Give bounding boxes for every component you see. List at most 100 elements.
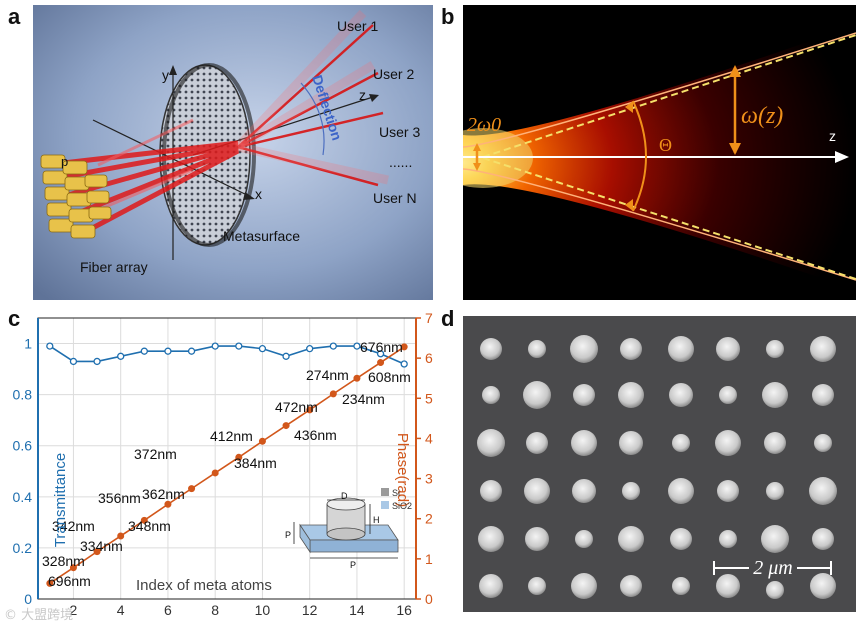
deflection-arc	[300, 82, 325, 156]
y-left-tick-label: 0.8	[13, 387, 33, 403]
y-right-tick-label: 7	[425, 310, 433, 326]
size-annotation: 334nm	[80, 538, 123, 554]
user-label-1: User 1	[337, 18, 378, 34]
x-tick-label: 4	[117, 602, 125, 618]
phase-point	[140, 516, 148, 524]
nanopillar	[716, 337, 740, 361]
nanopillar	[670, 528, 692, 550]
y-left-tick-label: 0.4	[13, 489, 33, 505]
panel-b-gaussian-beam: z 2ω0 ω(z) Θ	[463, 5, 856, 300]
nanopillar	[618, 526, 644, 552]
transmittance-point	[211, 342, 219, 350]
size-annotation: 328nm	[42, 553, 85, 569]
size-annotation: 676nm	[360, 339, 403, 355]
x-tick-label: 16	[396, 602, 412, 618]
divergence-angle-arc	[632, 100, 647, 212]
size-annotation: 412nm	[210, 428, 253, 444]
y-left-tick-label: 1	[24, 336, 32, 352]
nanopillar	[620, 575, 642, 597]
transmittance-point	[187, 347, 196, 355]
size-annotation: 362nm	[142, 486, 185, 502]
nanopillar	[717, 480, 739, 502]
transmittance-point	[93, 357, 101, 366]
nanopillar	[526, 432, 548, 454]
phase-point	[400, 343, 408, 351]
transmittance-point	[376, 350, 385, 358]
x-tick-label: 8	[211, 602, 219, 618]
beam-envelope-top	[463, 32, 856, 148]
nanopillar	[719, 530, 737, 548]
inset-legend-sio2: SiO2	[392, 501, 412, 511]
phase-point	[282, 422, 290, 430]
y-right-tick-label: 4	[425, 430, 433, 446]
nanopillar	[669, 383, 693, 407]
x-axis-label: Index of meta atoms	[136, 577, 272, 594]
waist-label: 2ω0	[467, 114, 501, 136]
phase-point	[235, 453, 243, 461]
transmittance-point	[69, 357, 78, 366]
size-annotation: 348nm	[128, 518, 171, 534]
nanopillar	[622, 482, 640, 500]
x-tick-label: 6	[164, 602, 172, 618]
panel-d-sem-image: 2 μm	[463, 316, 856, 612]
panel-label-c: c	[8, 306, 21, 331]
beam-width-label: ω(z)	[741, 103, 783, 129]
size-annotation: 372nm	[134, 446, 177, 462]
x-tick-label: 2	[70, 602, 78, 618]
axis-y-label: y	[162, 67, 169, 83]
nanopillar	[764, 432, 786, 454]
nanopillar	[619, 431, 643, 455]
y-left-axis-label: Transmittance	[52, 453, 69, 547]
size-annotation: 608nm	[368, 369, 411, 385]
nanopillar	[482, 386, 500, 404]
phase-point	[117, 532, 125, 540]
nanopillar	[761, 525, 789, 553]
nanopillar	[524, 478, 550, 504]
nanopillar	[478, 526, 504, 552]
nanopillar	[766, 581, 784, 599]
nanopillar	[672, 577, 690, 595]
phase-point	[69, 564, 77, 572]
nanopillar	[719, 386, 737, 404]
fiber-array-label: Fiber array	[80, 259, 148, 275]
axis-z-label-b: z	[829, 128, 836, 144]
phase-point	[258, 437, 266, 445]
y-right-tick-label: 3	[425, 471, 433, 487]
nanopillar	[812, 384, 834, 406]
nanopillar	[810, 573, 836, 599]
transmittance-point	[282, 352, 290, 360]
nanopillar	[477, 429, 505, 457]
y-left-tick-label: 0.6	[13, 438, 33, 454]
pitch-label: p	[61, 154, 68, 169]
size-annotation: 234nm	[342, 391, 385, 407]
inset-label-d: D	[341, 491, 348, 501]
phase-point	[164, 500, 172, 508]
inset-label-p-side: P	[285, 530, 291, 540]
size-annotation: 342nm	[52, 518, 95, 534]
nanopillar	[715, 430, 741, 456]
phase-point	[93, 548, 101, 556]
nanopillar	[668, 478, 694, 504]
user-label-n: User N	[373, 190, 417, 206]
nanopillar	[814, 434, 832, 452]
inset-label-h: H	[373, 515, 380, 525]
watermark: © 大盟跨境	[4, 608, 74, 623]
transmittance-point	[258, 345, 267, 353]
panel-label-a: a	[8, 4, 21, 29]
metasurface-label: Metasurface	[223, 228, 300, 244]
y-right-tick-label: 6	[425, 350, 433, 366]
outgoing-beams	[234, 9, 389, 187]
axis-x-label: x	[255, 186, 262, 202]
scale-bar-label: 2 μm	[753, 557, 792, 579]
meta-atom-inset: D H P P Si SiO2	[285, 488, 412, 570]
nanopillar	[480, 338, 502, 360]
y-right-axis-label: Phase(rad)	[394, 433, 411, 507]
inset-legend-si: Si	[392, 488, 400, 498]
nanopillar	[479, 574, 503, 598]
nanopillar	[810, 336, 836, 362]
phase-point	[306, 406, 314, 414]
panel-a-schematic: y x z Deflection User 1 User 2 User 3 ..…	[33, 5, 433, 300]
transmittance-point	[353, 342, 361, 350]
user-ellipsis: ......	[389, 154, 412, 170]
size-annotation: 436nm	[294, 427, 337, 443]
